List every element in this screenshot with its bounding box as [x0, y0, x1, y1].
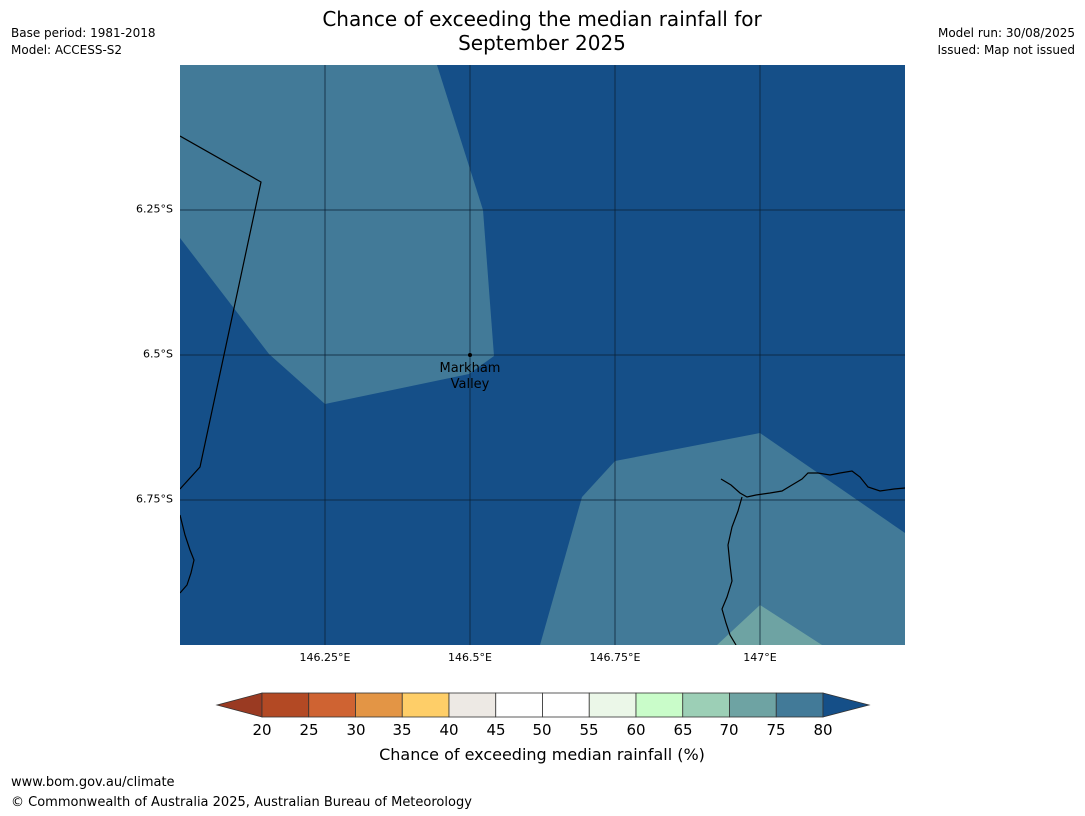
- colorbar-tick-35: 35: [392, 721, 412, 739]
- title-line-2: September 2025: [458, 31, 626, 55]
- title-line-1: Chance of exceeding the median rainfall …: [322, 7, 762, 31]
- lon-label-146.75e: 146.75°E: [589, 651, 641, 664]
- colorbar-tick-50: 50: [532, 721, 552, 739]
- colorbar-tick-70: 70: [719, 721, 739, 739]
- lon-label-146.5e: 146.5°E: [448, 651, 492, 664]
- probability-region-75-80-northwest: [180, 65, 494, 404]
- lat-label-6.75s: 6.75°S: [136, 492, 173, 506]
- colorbar-cell-25-30: [308, 692, 356, 718]
- probability-region-75-80-southeast: [540, 433, 905, 645]
- colorbar-extend-high: [822, 692, 871, 718]
- colorbar-tick-55: 55: [579, 721, 599, 739]
- colorbar-tick-25: 25: [299, 721, 319, 739]
- colorbar-tick-60: 60: [626, 721, 646, 739]
- colorbar-cell-60-65: [635, 692, 684, 718]
- colorbar-cell-40-45: [448, 692, 497, 718]
- markham-valley-marker[interactable]: [468, 353, 472, 357]
- colorbar-label: Chance of exceeding median rainfall (%): [379, 745, 705, 764]
- rainfall-map[interactable]: Markham Valley: [180, 65, 905, 645]
- boundaries: [180, 135, 905, 645]
- colorbar-cell-20-25: [261, 692, 310, 718]
- colorbar-cell-55-60: [588, 692, 637, 718]
- model-name: Model: ACCESS-S2: [11, 43, 123, 57]
- metadata-left: Base period: 1981-2018 Model: ACCESS-S2: [11, 25, 156, 59]
- colorbar-cell-50-55: [542, 692, 590, 718]
- colorbar-tick-75: 75: [766, 721, 786, 739]
- model-run: Model run: 30/08/2025: [937, 26, 1075, 40]
- footer-copyright: © Commonwealth of Australia 2025, Austra…: [11, 795, 472, 810]
- footer-url[interactable]: www.bom.gov.au/climate: [11, 775, 175, 790]
- lat-label-6.5s: 6.5°S: [143, 347, 173, 361]
- graticule: [180, 65, 905, 645]
- map-title: Chance of exceeding the median rainfall …: [242, 7, 842, 55]
- colorbar-cells: [261, 692, 824, 718]
- lon-label-146.25e: 146.25°E: [299, 651, 351, 664]
- colorbar-cell-30-35: [355, 692, 403, 718]
- issued-status: Issued: Map not issued: [937, 43, 1075, 57]
- river-line: [721, 496, 743, 645]
- colorbar-tick-30: 30: [346, 721, 366, 739]
- lat-label-6.25s: 6.25°S: [136, 202, 173, 216]
- colorbar-extend-low: [215, 692, 263, 718]
- colorbar-cell-65-70: [682, 692, 730, 718]
- colorbar-tick-65: 65: [673, 721, 693, 739]
- colorbar-tick-40: 40: [439, 721, 459, 739]
- west-coastline: [180, 514, 195, 594]
- base-period: Base period: 1981-2018: [11, 26, 156, 40]
- colorbar-cell-45-50: [495, 692, 543, 718]
- colorbar-tick-20: 20: [252, 721, 272, 739]
- colorbar-tick-45: 45: [486, 721, 506, 739]
- lon-label-147e: 147°E: [743, 651, 777, 664]
- colorbar-cell-35-40: [401, 692, 450, 718]
- probability-region-70-75: [717, 605, 822, 645]
- colorbar-cell-75-80: [775, 692, 824, 718]
- colorbar-cell-70-75: [729, 692, 777, 718]
- colorbar: [215, 692, 871, 718]
- place-label-line-1: Markham: [440, 361, 501, 376]
- colorbar-tick-80: 80: [813, 721, 833, 739]
- metadata-right: Model run: 30/08/2025 Issued: Map not is…: [937, 25, 1075, 59]
- east-coastline: [720, 470, 905, 498]
- district-boundary: [180, 135, 262, 490]
- place-label-line-2: Valley: [451, 377, 490, 392]
